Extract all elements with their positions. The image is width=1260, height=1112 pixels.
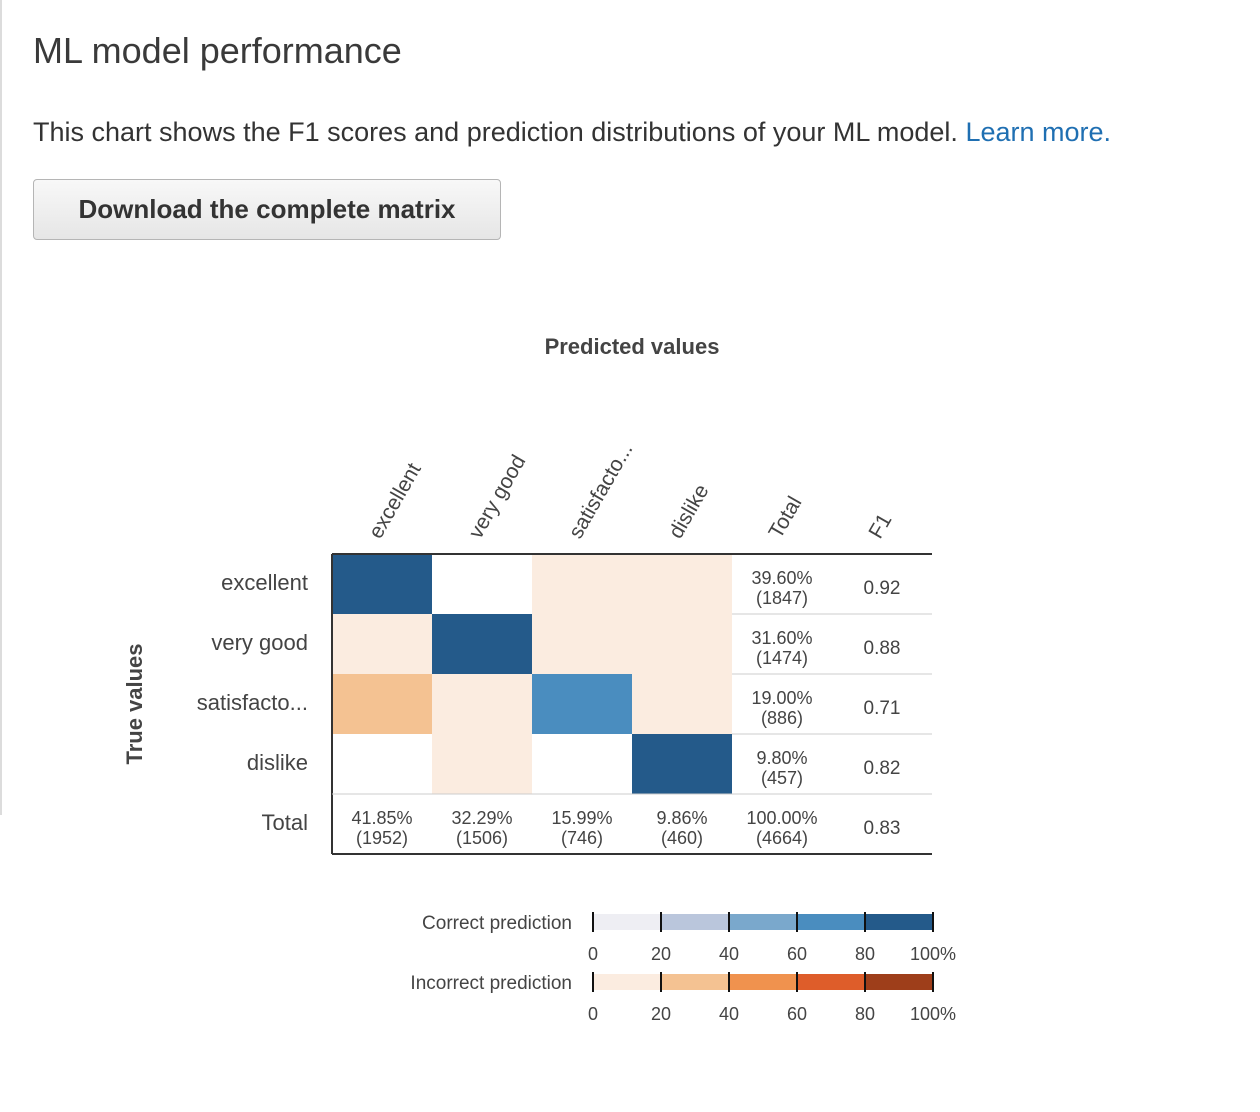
matrix-cell (332, 554, 432, 614)
correct-legend-label: Correct prediction (422, 913, 572, 934)
correct-legend-tick-label: 40 (719, 944, 739, 964)
correct-legend-swatch (865, 914, 933, 930)
left-border (0, 0, 2, 815)
incorrect-legend-swatch (661, 974, 729, 990)
incorrect-legend-tick-label: 0 (588, 1004, 598, 1024)
row-label: very good (211, 630, 308, 655)
correct-legend-swatch (661, 914, 729, 930)
matrix-cell (632, 554, 732, 614)
matrix-cell (332, 674, 432, 734)
row-total-count: (1474) (756, 648, 808, 668)
page-title: ML model performance (33, 30, 402, 71)
correct-legend-tick-label: 100% (910, 944, 956, 964)
correct-legend-tick-label: 0 (588, 944, 598, 964)
matrix-cell (632, 674, 732, 734)
matrix-cell (532, 554, 632, 614)
column-total-pct: 15.99% (551, 808, 612, 828)
correct-legend-tick-label: 20 (651, 944, 671, 964)
f1-score: 0.82 (864, 758, 901, 779)
incorrect-legend-tick-label: 40 (719, 1004, 739, 1024)
column-label: Total (764, 493, 806, 543)
row-total-count: (886) (761, 708, 803, 728)
matrix-cell (632, 614, 732, 674)
row-label: satisfacto... (197, 690, 308, 715)
matrix-cell (432, 734, 532, 794)
column-total-count: (460) (661, 828, 703, 848)
row-total-pct: 19.00% (751, 688, 812, 708)
column-total-count: (1506) (456, 828, 508, 848)
correct-legend-tick-label: 80 (855, 944, 875, 964)
matrix-cell (332, 734, 432, 794)
f1-score: 0.71 (864, 698, 901, 719)
f1-score: 0.92 (864, 578, 901, 599)
column-total-pct: 9.86% (656, 808, 707, 828)
description-text: This chart shows the F1 scores and predi… (33, 117, 958, 147)
row-label: Total (262, 810, 308, 835)
incorrect-legend-tick-label: 20 (651, 1004, 671, 1024)
f1-score: 0.88 (864, 638, 901, 659)
row-label: excellent (221, 570, 308, 595)
matrix-cell (632, 734, 732, 794)
column-total-count: (4664) (756, 828, 808, 848)
row-label: dislike (247, 750, 308, 775)
correct-legend-tick-label: 60 (787, 944, 807, 964)
correct-legend-swatch (729, 914, 797, 930)
incorrect-legend-swatch (593, 974, 661, 990)
column-label: very good (464, 451, 530, 542)
incorrect-legend-tick-label: 60 (787, 1004, 807, 1024)
incorrect-legend-tick-label: 80 (855, 1004, 875, 1024)
matrix-cell (432, 674, 532, 734)
column-label: excellent (364, 459, 425, 542)
row-total-count: (457) (761, 768, 803, 788)
x-axis-title: Predicted values (545, 334, 720, 359)
incorrect-legend-swatch (729, 974, 797, 990)
column-total-pct: 41.85% (351, 808, 412, 828)
correct-legend-swatch (593, 914, 661, 930)
row-total-pct: 9.80% (756, 748, 807, 768)
matrix-cell (532, 674, 632, 734)
download-matrix-button[interactable]: Download the complete matrix (33, 179, 501, 240)
row-total-pct: 39.60% (751, 568, 812, 588)
column-total-count: (746) (561, 828, 603, 848)
matrix-cell (332, 614, 432, 674)
incorrect-legend-tick-label: 100% (910, 1004, 956, 1024)
column-label: F1 (864, 510, 896, 543)
matrix-cell (532, 614, 632, 674)
row-total-pct: 31.60% (751, 628, 812, 648)
matrix-cell (532, 734, 632, 794)
column-total-pct: 100.00% (746, 808, 817, 828)
learn-more-link[interactable]: Learn more. (965, 117, 1112, 147)
incorrect-legend-label: Incorrect prediction (410, 973, 572, 994)
incorrect-legend-swatch (797, 974, 865, 990)
y-axis-title: True values (122, 643, 147, 764)
column-label: satisfacto... (564, 439, 637, 542)
matrix-cell (432, 554, 532, 614)
column-label: dislike (664, 480, 713, 542)
incorrect-legend-swatch (865, 974, 933, 990)
column-total-pct: 32.29% (451, 808, 512, 828)
correct-legend-swatch (797, 914, 865, 930)
description: This chart shows the F1 scores and predi… (33, 117, 1111, 148)
row-total-count: (1847) (756, 588, 808, 608)
column-total-count: (1952) (356, 828, 408, 848)
matrix-cell (432, 614, 532, 674)
overall-f1: 0.83 (864, 818, 901, 839)
